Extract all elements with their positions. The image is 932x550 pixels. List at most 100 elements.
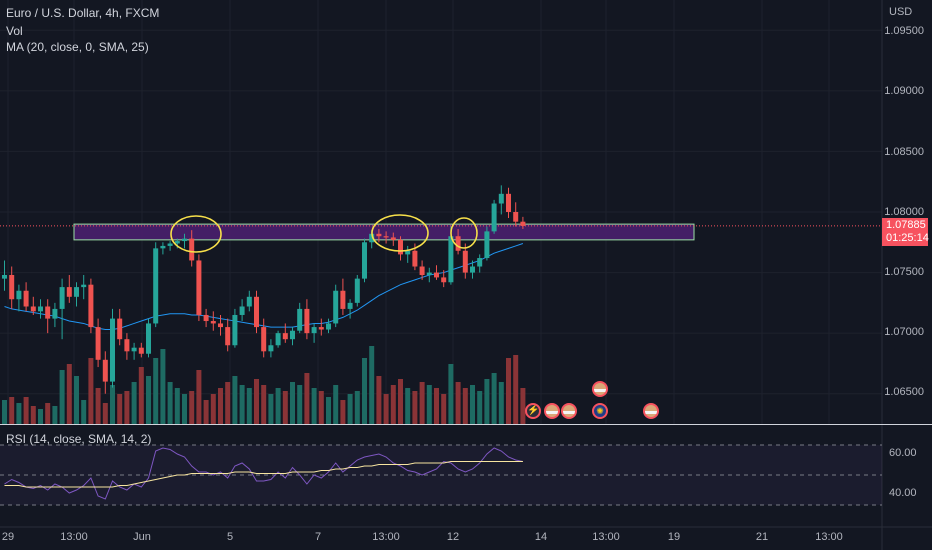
volume-bar (376, 376, 382, 424)
candle-body (196, 260, 202, 315)
candle-body (484, 231, 490, 259)
candle-body (426, 272, 432, 275)
candle-body (218, 323, 223, 328)
symbol-legend[interactable]: Euro / U.S. Dollar, 4h, FXCM (6, 6, 160, 20)
candle-body (124, 339, 130, 352)
candle-body (383, 236, 389, 238)
candle-body (304, 308, 310, 334)
volume-bar (9, 397, 15, 424)
annotation-circle (371, 214, 429, 252)
volume-bar (290, 382, 295, 424)
time-axis-label: 29 (1, 531, 15, 543)
volume-bar (498, 382, 504, 424)
volume-bar (513, 355, 519, 424)
volume-bar (297, 385, 303, 424)
candle-body (88, 284, 94, 328)
eu-flag-event-icon[interactable]: ✺ (592, 403, 608, 419)
candle-body (412, 250, 418, 267)
candle-body (210, 321, 216, 324)
last-price-badge: 1.07885 01:25:14 (882, 218, 929, 246)
candle-body (254, 296, 259, 328)
candle-body (232, 314, 238, 346)
volume-bar (196, 370, 202, 424)
candle-body (311, 327, 317, 334)
volume-bar (462, 388, 468, 424)
volume-bar (167, 382, 173, 424)
time-axis-label: 13:00 (372, 531, 400, 543)
candle-body (398, 239, 403, 255)
price-axis-label: 1.07500 (884, 266, 924, 278)
volume-bar (203, 400, 209, 424)
candle-body (239, 306, 245, 315)
price-axis-label: 1.07000 (884, 326, 924, 338)
volume-bar (275, 388, 281, 424)
candle-body (318, 327, 324, 330)
volume-bar (254, 379, 259, 424)
candle-body (189, 238, 195, 261)
candle-body (16, 290, 22, 300)
candle-body (117, 318, 123, 340)
bar-countdown: 01:25:14 (886, 232, 929, 244)
candle-body (9, 274, 15, 300)
volume-bar (491, 373, 497, 424)
volume-bar (455, 382, 461, 424)
us-flag-event-icon[interactable] (544, 403, 560, 419)
candle-body (434, 272, 439, 278)
volume-bar (59, 370, 65, 424)
time-axis-label: 14 (534, 531, 548, 543)
candle-body (376, 233, 382, 237)
volume-bar (261, 385, 267, 424)
candle-body (326, 323, 331, 330)
us-flag-event-icon[interactable] (561, 403, 577, 419)
volume-bar (347, 394, 353, 424)
volume-bar (326, 397, 331, 424)
candle-body (268, 345, 274, 352)
candle-body (455, 236, 461, 251)
candle-body (138, 347, 144, 354)
us-flag-event-icon[interactable] (643, 403, 659, 419)
candle-body (110, 318, 115, 382)
volume-bar (434, 388, 439, 424)
last-price-value: 1.07885 (886, 219, 926, 231)
candle-body (498, 193, 504, 204)
volume-bar (340, 400, 346, 424)
time-axis-label: 5 (226, 531, 234, 543)
volume-bar (2, 400, 7, 424)
candle-body (470, 266, 475, 273)
volume-bar (138, 367, 144, 424)
resistance-zone (73, 223, 695, 241)
volume-bar (448, 364, 454, 424)
volume-bar (160, 349, 166, 424)
time-axis-label: 21 (755, 531, 769, 543)
time-axis-label: 13:00 (592, 531, 620, 543)
volume-bar (441, 394, 447, 424)
candle-body (405, 250, 411, 255)
candle-body (131, 347, 137, 352)
rsi-axis-label: 60.00 (889, 447, 917, 459)
time-axis-label: Jun (133, 531, 151, 543)
volume-bar (390, 385, 396, 424)
candle-body (369, 233, 375, 243)
volume-bar (484, 379, 490, 424)
volume-bar (318, 391, 324, 424)
rsi-ma-line (4, 461, 523, 488)
volume-legend[interactable]: Vol (6, 24, 23, 38)
volume-bar (304, 373, 310, 424)
ma-legend[interactable]: MA (20, close, 0, SMA, 25) (6, 40, 149, 54)
candle-body (491, 203, 497, 232)
volume-bar (16, 403, 22, 424)
volume-bar (225, 382, 231, 424)
time-axis-label: 13:00 (815, 531, 843, 543)
candle-body (182, 238, 187, 242)
volume-bar (153, 358, 159, 424)
volume-bar (398, 379, 403, 424)
annotation-circle (450, 217, 478, 249)
lightning-event-icon[interactable]: ⚡ (525, 403, 541, 419)
candle-body (448, 236, 454, 283)
rsi-legend[interactable]: RSI (14, close, SMA, 14, 2) (6, 432, 152, 446)
candle-body (38, 306, 43, 312)
us-flag-event-icon[interactable] (592, 381, 608, 397)
rsi-axis-label: 40.00 (889, 487, 917, 499)
volume-bar (146, 376, 151, 424)
